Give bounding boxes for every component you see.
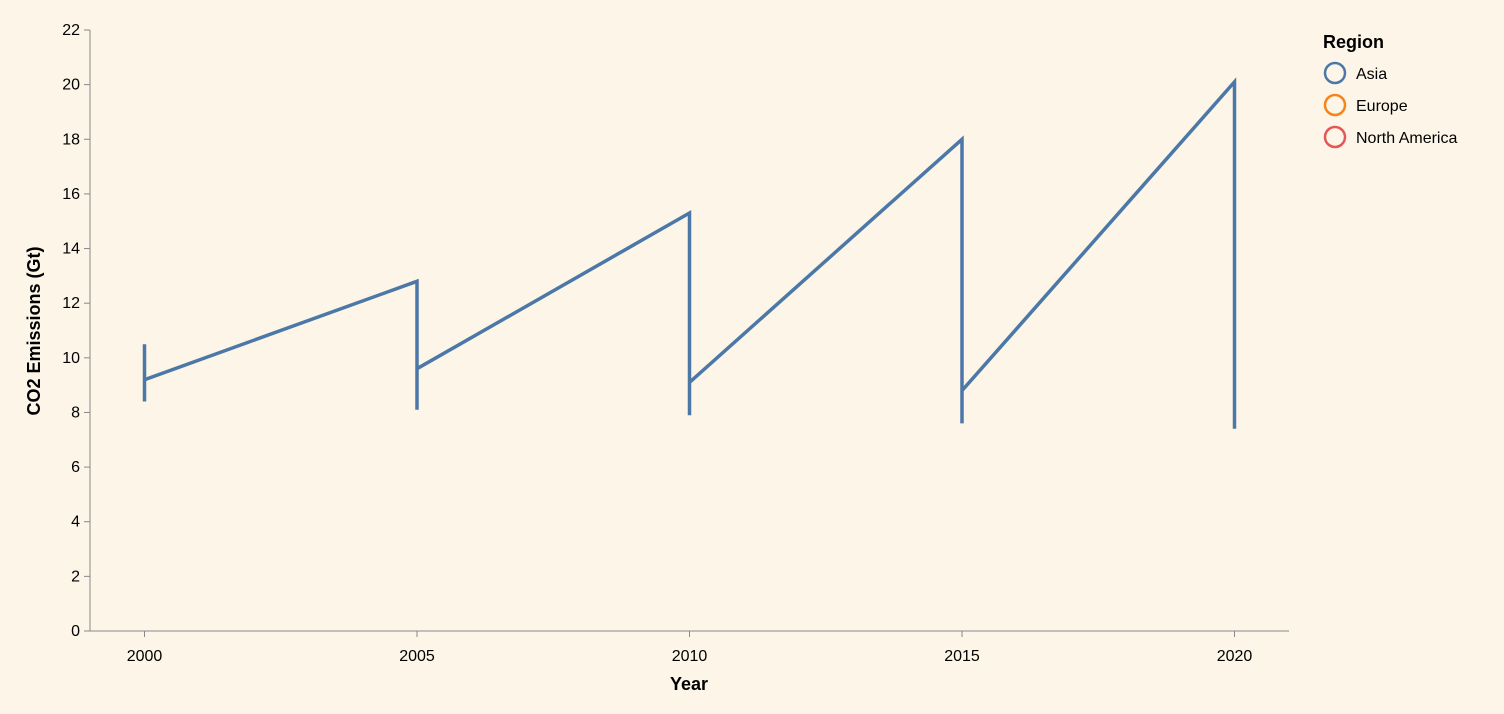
legend-symbol-icon xyxy=(1323,61,1347,85)
x-tick-label: 2000 xyxy=(127,648,163,665)
x-axis: 2000 2005 2010 2015 2020 xyxy=(127,631,1253,665)
y-tick-label: 6 xyxy=(71,459,80,476)
legend-label: North America xyxy=(1356,130,1457,147)
legend-label: Europe xyxy=(1356,98,1408,115)
series-line-asia xyxy=(142,77,1237,429)
legend-symbol-icon xyxy=(1323,125,1347,149)
y-tick-label: 22 xyxy=(62,22,80,39)
legend: Region Asia Europe North America xyxy=(1323,32,1457,149)
y-tick-label: 16 xyxy=(62,186,80,203)
y-tick-label: 2 xyxy=(71,568,80,585)
x-tick-label: 2010 xyxy=(672,648,708,665)
x-tick-label: 2015 xyxy=(944,648,980,665)
x-axis-title: Year xyxy=(670,674,708,694)
legend-title: Region xyxy=(1323,32,1384,52)
legend-symbol-icon xyxy=(1323,93,1347,117)
y-tick-label: 8 xyxy=(71,404,80,421)
y-tick-label: 10 xyxy=(62,350,80,367)
legend-item-asia[interactable]: Asia xyxy=(1323,61,1387,85)
y-axis: 0 2 4 6 8 10 12 14 16 18 20 22 xyxy=(62,22,90,640)
legend-label: Asia xyxy=(1356,66,1387,83)
y-tick-label: 0 xyxy=(71,623,80,640)
y-axis-title: CO2 Emissions (Gt) xyxy=(24,246,44,415)
y-tick-label: 12 xyxy=(62,295,80,312)
y-tick-label: 20 xyxy=(62,77,80,94)
x-tick-label: 2020 xyxy=(1217,648,1253,665)
series-layer xyxy=(142,77,1237,429)
y-tick-label: 4 xyxy=(71,514,80,531)
legend-item-europe[interactable]: Europe xyxy=(1323,93,1408,117)
legend-item-north-america[interactable]: North America xyxy=(1323,125,1457,149)
y-tick-label: 14 xyxy=(62,241,80,258)
x-tick-label: 2005 xyxy=(399,648,435,665)
y-tick-label: 18 xyxy=(62,131,80,148)
